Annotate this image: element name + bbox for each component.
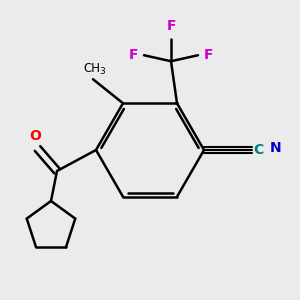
Text: C: C <box>254 143 264 157</box>
Text: F: F <box>166 19 176 33</box>
Text: F: F <box>129 48 139 62</box>
Text: N: N <box>270 142 282 155</box>
Text: 3: 3 <box>99 67 105 76</box>
Text: F: F <box>203 48 213 62</box>
Text: CH: CH <box>83 62 100 75</box>
Text: O: O <box>29 128 41 142</box>
